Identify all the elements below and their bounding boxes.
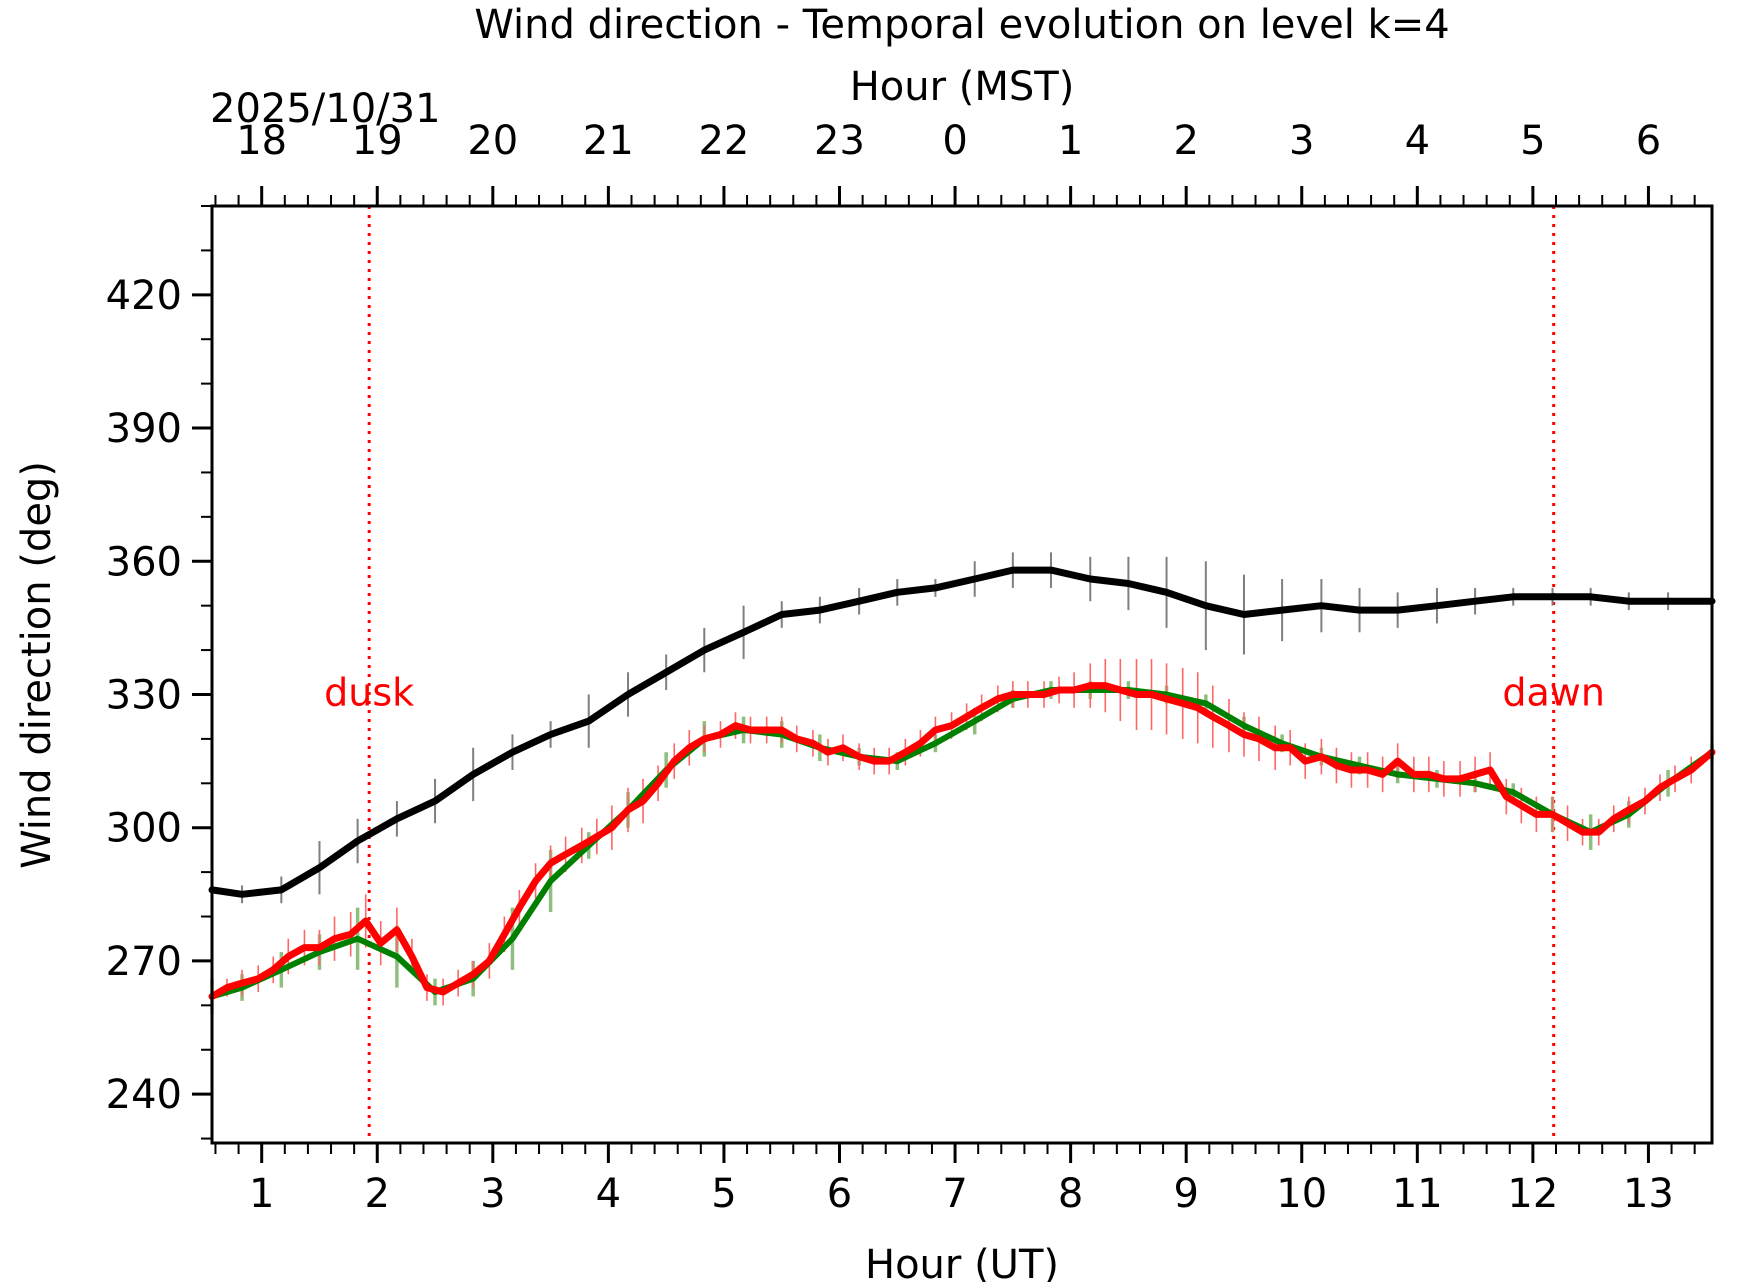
series-line-2: [209, 687, 1715, 1000]
y-tick-label: 240: [106, 1072, 182, 1118]
y-tick-label: 300: [106, 806, 182, 852]
axes: [210, 204, 1714, 1145]
series-line-3: [208, 682, 1716, 1000]
data-lines: [208, 566, 1716, 1000]
top-tick-label: 21: [583, 118, 634, 164]
top-tick-label: 23: [814, 118, 865, 164]
top-tick-label: 5: [1520, 118, 1545, 164]
top-tick-label: 22: [698, 118, 749, 164]
series-line-1: [208, 566, 1716, 898]
x-tick-label: 5: [711, 1171, 736, 1217]
top-tick-label: 6: [1636, 118, 1661, 164]
x-tick-label: 4: [596, 1171, 621, 1217]
x-tick-label: 3: [480, 1171, 505, 1217]
y-axis-label: Wind direction (deg): [14, 461, 60, 869]
top-tick-label: 0: [942, 118, 967, 164]
y-tick-label: 330: [106, 672, 182, 718]
top-tick-label: 3: [1289, 118, 1314, 164]
x-tick-label: 2: [365, 1171, 390, 1217]
top-tick-label: 20: [467, 118, 518, 164]
x-tick-label: 11: [1392, 1171, 1443, 1217]
y-tick-label: 270: [106, 939, 182, 985]
date-label: 2025/10/31: [210, 86, 441, 132]
chart-title: Wind direction - Temporal evolution on l…: [474, 2, 1449, 48]
dawn-label: dawn: [1502, 670, 1605, 714]
x-tick-label: 1: [249, 1171, 274, 1217]
top-tick-label: 19: [352, 118, 403, 164]
x-tick-label: 13: [1623, 1171, 1674, 1217]
y-tick-label: 360: [106, 539, 182, 585]
x-tick-label: 7: [942, 1171, 967, 1217]
top-tick-label: 2: [1173, 118, 1198, 164]
top-tick-label: 18: [236, 118, 287, 164]
y-tick-label: 390: [106, 406, 182, 452]
plot-frame: [210, 204, 1714, 1145]
top-tick-label: 4: [1405, 118, 1430, 164]
top-tick-label: 1: [1058, 118, 1083, 164]
x-tick-label: 6: [827, 1171, 852, 1217]
dusk-label: dusk: [324, 670, 414, 714]
x-tick-label: 12: [1507, 1171, 1558, 1217]
event-markers: dusk dawn: [324, 206, 1605, 1143]
x-tick-label: 8: [1058, 1171, 1083, 1217]
x-tick-label: 10: [1276, 1171, 1327, 1217]
top-axis-label: Hour (MST): [850, 64, 1075, 110]
x-axis-label: Hour (UT): [865, 1242, 1059, 1282]
y-tick-label: 420: [106, 273, 182, 319]
x-tick-label: 9: [1173, 1171, 1198, 1217]
